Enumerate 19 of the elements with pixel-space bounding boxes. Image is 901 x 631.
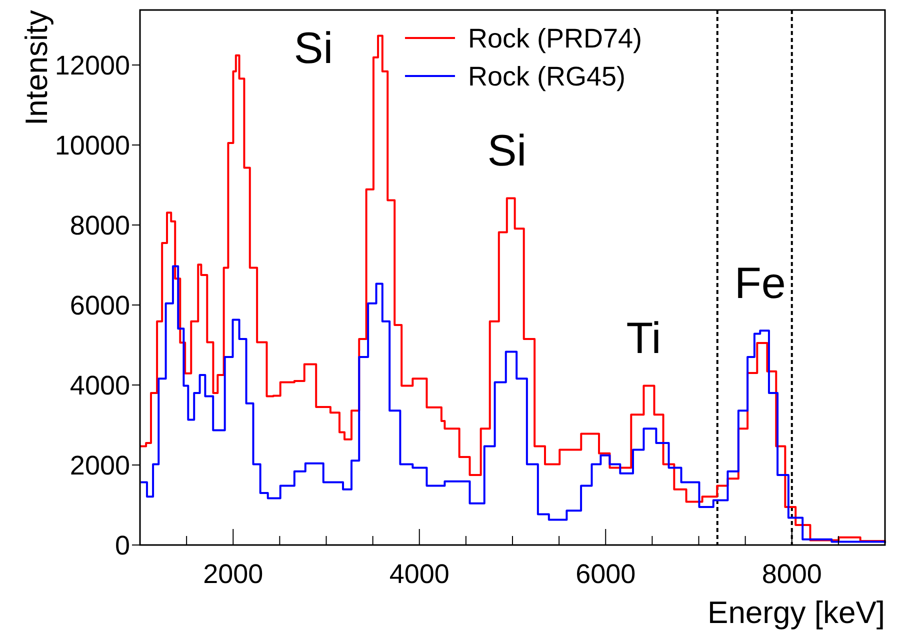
y-tick-label: 2000: [70, 450, 130, 480]
x-axis-title: Energy [keV]: [708, 595, 885, 630]
annotation: Ti: [626, 314, 662, 364]
legend-label: Rock (PRD74): [468, 23, 642, 54]
x-tick-label: 2000: [203, 559, 264, 589]
x-tick-label: 6000: [576, 559, 636, 589]
x-tick-label: 4000: [389, 559, 450, 589]
y-tick-label: 10000: [54, 130, 130, 160]
y-tick-label: 8000: [70, 210, 130, 240]
annotation: Si: [294, 24, 334, 74]
y-tick-label: 12000: [54, 50, 130, 80]
legend-label: Rock (RG45): [468, 61, 626, 92]
annotation: Fe: [734, 259, 786, 308]
x-tick-label: 8000: [762, 559, 822, 589]
y-tick-label: 4000: [70, 370, 130, 400]
y-tick-label: 6000: [70, 290, 130, 320]
annotation: Si: [487, 126, 526, 176]
y-tick-label: 0: [114, 530, 130, 560]
y-axis-title: Intensity: [19, 10, 54, 126]
